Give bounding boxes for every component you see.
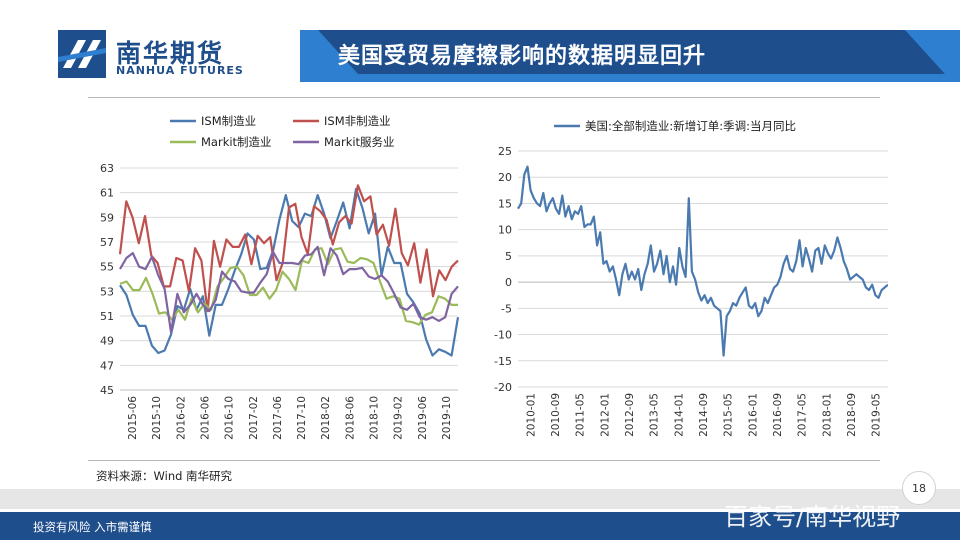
x-tick-label: 2017-05 <box>797 393 809 437</box>
x-tick-label: 2016-02 <box>175 396 187 440</box>
company-logo: 南华期货 NANHUA FUTURES <box>58 30 308 80</box>
x-tick-label: 2011-05 <box>575 393 587 437</box>
y-tick-label: -15 <box>494 355 512 368</box>
series-line-2 <box>119 247 458 326</box>
page-title: 美国受贸易摩擦影响的数据明显回升 <box>338 44 707 69</box>
y-tick-label: 61 <box>100 187 114 200</box>
x-tick-label: 2012-01 <box>599 393 611 437</box>
x-tick-label: 2019-05 <box>871 393 883 437</box>
nanhua-logo-icon <box>58 30 106 78</box>
legend-label: Markit服务业 <box>324 135 395 149</box>
x-tick-label: 2017-06 <box>272 396 284 440</box>
title-banner <box>300 30 960 82</box>
x-tick-label: 2013-05 <box>649 393 661 437</box>
page-number: 18 <box>902 471 936 505</box>
title-banner-main <box>318 30 945 74</box>
x-tick-label: 2010-01 <box>525 393 537 437</box>
legend-label: Markit制造业 <box>201 135 272 149</box>
x-tick-label: 2015-10 <box>151 396 163 440</box>
x-tick-label: 2015-06 <box>127 396 139 440</box>
x-tick-label: 2018-10 <box>369 396 381 440</box>
x-tick-label: 2018-01 <box>821 393 833 437</box>
y-tick-label: 5 <box>505 250 512 263</box>
x-tick-label: 2017-10 <box>296 396 308 440</box>
x-tick-label: 2019-10 <box>441 396 453 440</box>
x-tick-label: 2019-02 <box>393 396 405 440</box>
y-tick-label: 47 <box>100 359 114 372</box>
legend-label: ISM制造业 <box>201 114 256 128</box>
y-tick-label: 10 <box>498 224 512 237</box>
x-tick-label: 2017-02 <box>248 396 260 440</box>
divider-top <box>88 97 880 98</box>
y-tick-label: 20 <box>498 171 512 184</box>
y-tick-label: 59 <box>100 211 114 224</box>
x-tick-label: 2015-05 <box>723 393 735 437</box>
logo-text-en: NANHUA FUTURES <box>116 64 244 77</box>
legend-label: 美国:全部制造业:新增订单:季调:当月同比 <box>585 119 796 133</box>
series-line-3 <box>119 245 459 334</box>
y-tick-label: 53 <box>100 285 114 298</box>
footer-disclaimer: 投资有风险 入市需谨慎 <box>33 520 152 534</box>
chart-new-orders: -20 -15 -10 -5 0 5 10 15 20 25 2010-01 2010-09 2011-… <box>488 105 889 461</box>
x-tick-label: 2014-09 <box>698 393 710 437</box>
x-tick-label: 2016-06 <box>200 396 212 440</box>
y-tick-label: -5 <box>501 302 512 315</box>
x-tick-label: 2014-01 <box>673 393 685 437</box>
x-tick-label: 2010-09 <box>550 393 562 437</box>
x-tick-label: 2019-06 <box>417 396 429 440</box>
logo-text-cn: 南华期货 <box>116 39 225 68</box>
x-tick-label: 2016-10 <box>224 396 236 440</box>
x-tick-label: 2012-09 <box>624 393 636 437</box>
x-tick-label: 2016-01 <box>747 393 759 437</box>
y-tick-label: 57 <box>100 236 114 249</box>
y-tick-label: 25 <box>498 145 512 158</box>
y-tick-label: -20 <box>494 381 512 394</box>
divider-bottom <box>88 460 880 461</box>
y-tick-label: 63 <box>100 162 114 175</box>
x-tick-label: 2018-09 <box>846 393 858 437</box>
series-line-0 <box>517 165 889 357</box>
x-tick-label: 2018-06 <box>344 396 356 440</box>
y-tick-label: 51 <box>100 310 114 323</box>
y-tick-label: 55 <box>100 261 114 274</box>
footer-gray-band <box>0 489 960 509</box>
watermark: 百家号/南华视野 <box>724 503 901 531</box>
y-tick-label: 0 <box>505 276 512 289</box>
chart-pmi: 45 47 49 51 53 55 57 59 61 63 2015-06 2015-10 2016-0… <box>88 105 463 461</box>
y-tick-label: 49 <box>100 335 114 348</box>
legend-label: ISM非制造业 <box>324 114 391 128</box>
y-tick-label: -10 <box>494 329 512 342</box>
x-tick-label: 2018-02 <box>320 396 332 440</box>
x-tick-label: 2016-09 <box>772 393 784 437</box>
source-note: 资料来源：Wind 南华研究 <box>96 469 233 483</box>
footer-bar <box>0 512 960 540</box>
y-tick-label: 15 <box>498 197 512 210</box>
y-tick-label: 45 <box>100 384 114 397</box>
series-line-1 <box>118 184 459 313</box>
